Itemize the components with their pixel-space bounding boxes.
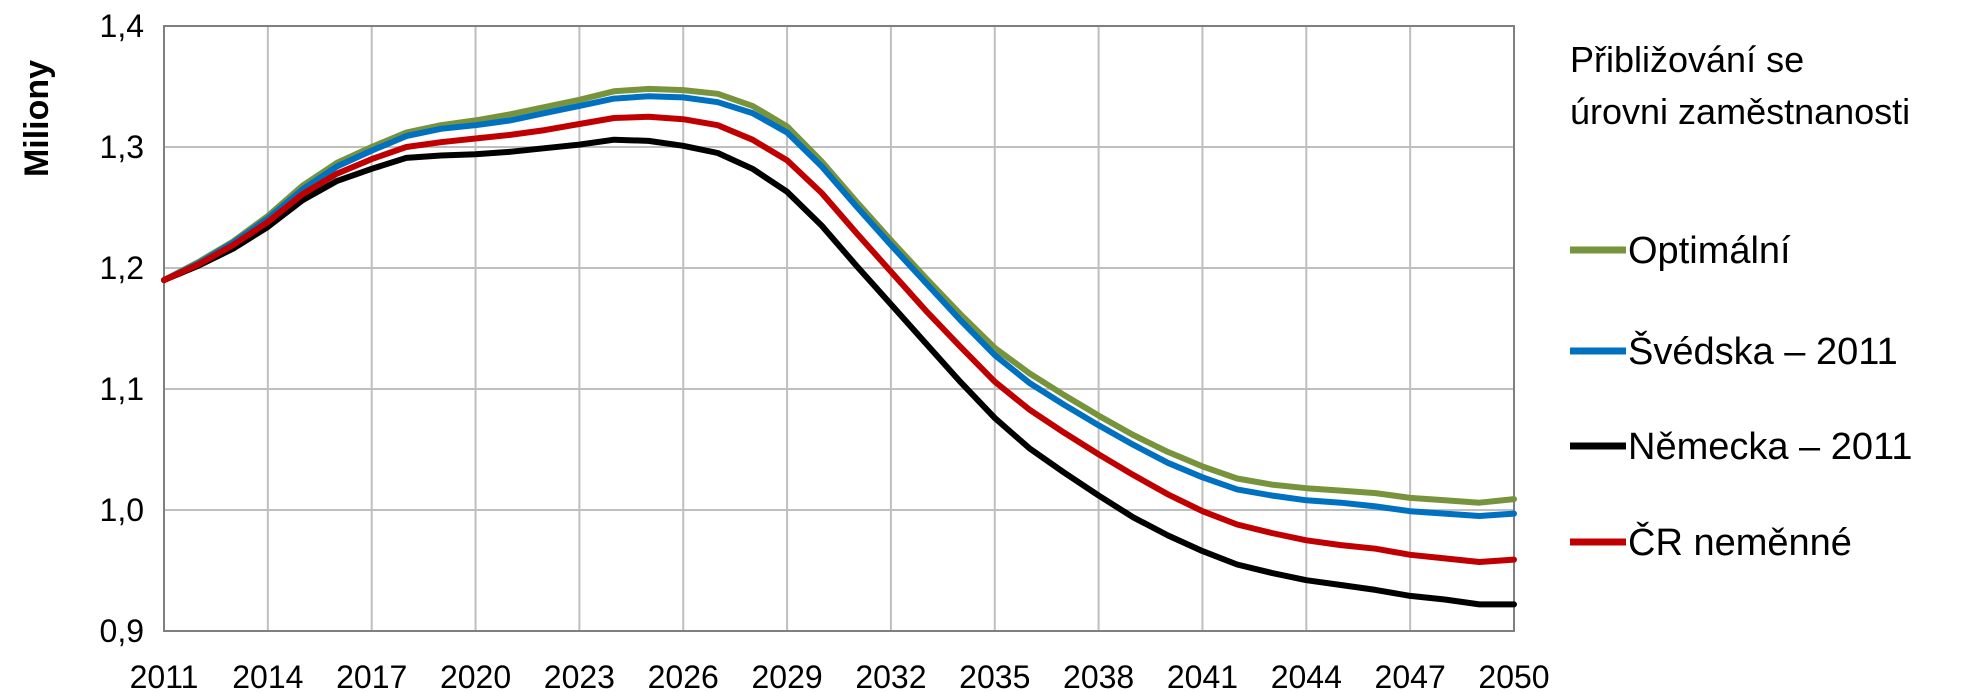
series-line-4 (161, 113, 1517, 565)
x-tick-label: 2044 (1271, 659, 1342, 693)
legend-title-line-2: úrovni zaměstnanosti (1570, 91, 1910, 132)
y-tick-label: 1,2 (100, 250, 144, 286)
x-tick-label: 2035 (959, 659, 1030, 693)
x-tick-label: 2014 (232, 659, 303, 693)
x-tick-label: 2050 (1478, 659, 1549, 693)
x-tick-label: 2026 (648, 659, 719, 693)
series-line-1 (161, 85, 1517, 506)
legend-entry-label: Německa – 2011 (1628, 426, 1912, 468)
x-tick-label: 2032 (855, 659, 926, 693)
x-tick-label: 2038 (1063, 659, 1134, 693)
series-lines (161, 85, 1517, 608)
x-tick-label: 2047 (1375, 659, 1446, 693)
legend-entry-label: Optimální (1628, 230, 1791, 272)
y-tick-label: 1,0 (100, 492, 144, 528)
legend: Přibližování se úrovni zaměstnanosti Opt… (1570, 39, 1912, 564)
y-tick-label: 0,9 (100, 613, 144, 649)
legend-entry-label: Švédska – 2011 (1628, 329, 1898, 373)
series-line-3 (161, 136, 1517, 608)
x-tick-label: 2020 (440, 659, 511, 693)
x-tick-label: 2017 (336, 659, 407, 693)
legend-entry-label: ČR neměnné (1628, 520, 1852, 564)
x-tick-label: 2041 (1167, 659, 1238, 693)
y-axis-ticks: 0,9 1,0 1,1 1,2 1,3 1,4 (100, 8, 144, 649)
y-axis-label: Miliony (18, 60, 56, 177)
x-axis-ticks: 2011 2014 2017 2020 2023 2026 2029 2032 2035 2038… (130, 659, 1550, 693)
series-line-2 (161, 93, 1517, 519)
legend-title-line-1: Přibližování se (1570, 39, 1804, 80)
x-tick-label: 2029 (751, 659, 822, 693)
y-tick-label: 1,3 (100, 129, 144, 165)
plot-area (163, 25, 1515, 632)
y-tick-label: 1,4 (100, 8, 144, 44)
y-tick-label: 1,1 (100, 371, 144, 407)
x-tick-label: 2011 (130, 659, 199, 693)
x-tick-label: 2023 (544, 659, 615, 693)
